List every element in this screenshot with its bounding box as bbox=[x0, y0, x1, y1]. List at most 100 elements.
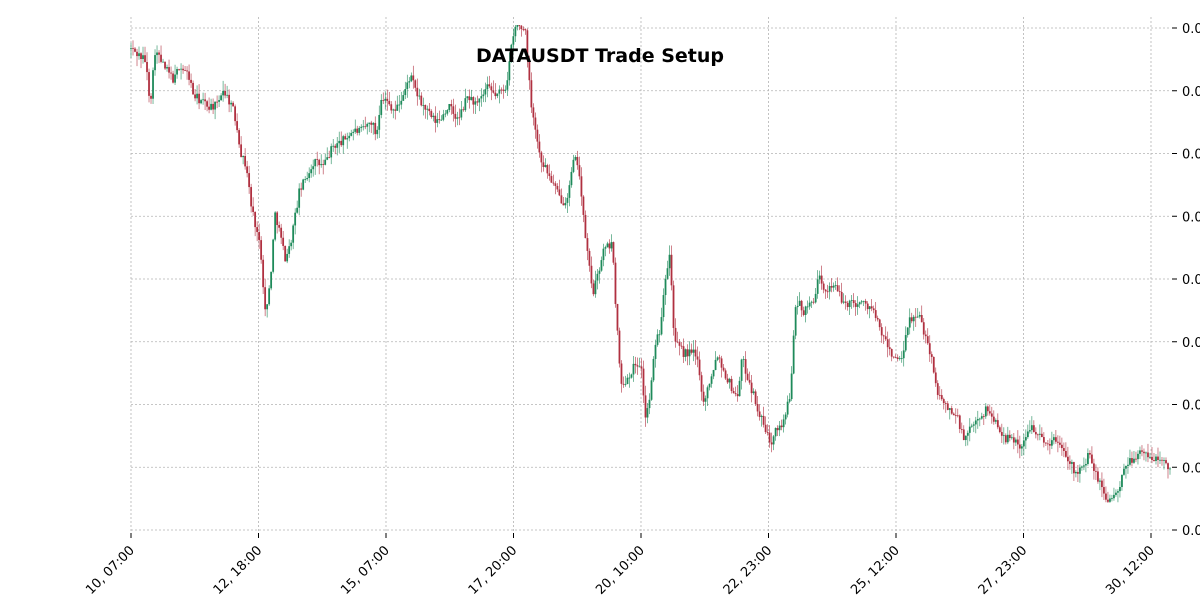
candle-body bbox=[692, 349, 695, 353]
candle-body bbox=[540, 152, 543, 163]
candle-body bbox=[1073, 462, 1075, 474]
candle-body bbox=[306, 178, 309, 180]
candle-body bbox=[1169, 468, 1171, 470]
candle-body bbox=[978, 418, 981, 420]
candle-body bbox=[920, 315, 923, 323]
candle-body bbox=[440, 119, 443, 121]
candle-body bbox=[570, 171, 573, 186]
candle-body bbox=[172, 73, 174, 83]
candle-body bbox=[502, 89, 505, 91]
candle-body bbox=[986, 406, 989, 412]
candle-body bbox=[1064, 450, 1067, 457]
candle-body bbox=[168, 67, 170, 73]
candle-body bbox=[528, 60, 531, 81]
candle-body bbox=[610, 242, 613, 249]
candle-body bbox=[612, 242, 615, 263]
candle-body bbox=[1129, 458, 1131, 465]
candle-body bbox=[624, 384, 627, 385]
candle-body bbox=[364, 126, 367, 128]
candle-body bbox=[834, 285, 837, 287]
candle-body bbox=[416, 87, 419, 97]
candle-body bbox=[664, 278, 667, 296]
candle-body bbox=[1050, 440, 1053, 446]
candle-body bbox=[592, 283, 595, 295]
candle-body bbox=[746, 373, 749, 380]
candle-body bbox=[702, 391, 705, 402]
candle-body bbox=[1071, 462, 1073, 464]
candle-body bbox=[180, 68, 182, 70]
candle-body bbox=[146, 62, 148, 73]
candle-body bbox=[984, 406, 987, 417]
candle-body bbox=[312, 166, 315, 170]
candle-body bbox=[908, 317, 911, 328]
candle-body bbox=[1032, 425, 1035, 432]
candle-body bbox=[490, 86, 493, 91]
candle-body bbox=[568, 185, 571, 198]
candle-body bbox=[224, 90, 226, 96]
candle-body bbox=[278, 225, 281, 228]
candle-body bbox=[200, 100, 202, 104]
candle-body bbox=[226, 94, 228, 96]
candle-body bbox=[982, 416, 985, 417]
candle-body bbox=[506, 80, 509, 90]
candle-body bbox=[344, 136, 347, 140]
candle-body bbox=[952, 413, 955, 416]
candle-body bbox=[1062, 448, 1065, 451]
candle-body bbox=[326, 157, 329, 160]
x-tick-label: 30, 12:00 bbox=[1103, 543, 1158, 598]
candle-body bbox=[1024, 437, 1027, 441]
candle-body bbox=[1099, 480, 1101, 482]
x-tick-label: 20, 10:00 bbox=[593, 543, 648, 598]
candle-body bbox=[166, 67, 168, 69]
candle-body bbox=[894, 357, 897, 358]
candle-body bbox=[336, 143, 339, 148]
candle-body bbox=[606, 243, 609, 248]
candle-body bbox=[804, 306, 807, 315]
candle-body bbox=[648, 399, 651, 409]
candle-body bbox=[508, 61, 511, 81]
candle-body bbox=[1040, 433, 1043, 438]
candle-body bbox=[472, 97, 475, 105]
candle-body bbox=[1000, 432, 1003, 436]
candle-body bbox=[870, 306, 873, 309]
candle-body bbox=[538, 141, 541, 153]
candle-body bbox=[320, 164, 323, 166]
candle-body bbox=[1165, 460, 1167, 464]
candle-body bbox=[530, 80, 533, 108]
candle-body bbox=[360, 126, 363, 128]
candle-body bbox=[868, 306, 871, 310]
candle-body bbox=[996, 420, 999, 428]
candle-body bbox=[174, 74, 176, 83]
candle-body bbox=[482, 94, 485, 97]
candle-body bbox=[218, 100, 220, 102]
candle-body bbox=[564, 202, 567, 206]
candle-body bbox=[704, 398, 707, 402]
candle-body bbox=[960, 429, 963, 430]
candle-body bbox=[1113, 494, 1115, 499]
candle-body bbox=[1079, 467, 1081, 474]
candle-body bbox=[830, 286, 833, 288]
candle-body bbox=[290, 242, 293, 247]
candle-body bbox=[660, 317, 663, 335]
candle-body bbox=[628, 377, 631, 379]
candle-body bbox=[138, 53, 140, 57]
candle-body bbox=[358, 127, 361, 133]
candle-body bbox=[826, 291, 829, 293]
candle-body bbox=[346, 138, 349, 140]
candle-body bbox=[372, 122, 375, 125]
candle-body bbox=[638, 366, 641, 368]
candle-body bbox=[308, 173, 311, 179]
candle-body bbox=[862, 300, 865, 302]
candle-body bbox=[368, 122, 371, 124]
candle-body bbox=[1026, 431, 1029, 438]
candle-body bbox=[766, 431, 769, 433]
candle-body bbox=[882, 335, 885, 337]
candle-body bbox=[436, 119, 439, 123]
candle-body bbox=[178, 69, 180, 70]
candle-body bbox=[184, 70, 186, 72]
grid bbox=[130, 17, 1170, 533]
candle-body bbox=[942, 399, 945, 404]
candle-body bbox=[792, 335, 795, 374]
candle-body bbox=[956, 415, 959, 417]
candle-body bbox=[276, 212, 279, 226]
